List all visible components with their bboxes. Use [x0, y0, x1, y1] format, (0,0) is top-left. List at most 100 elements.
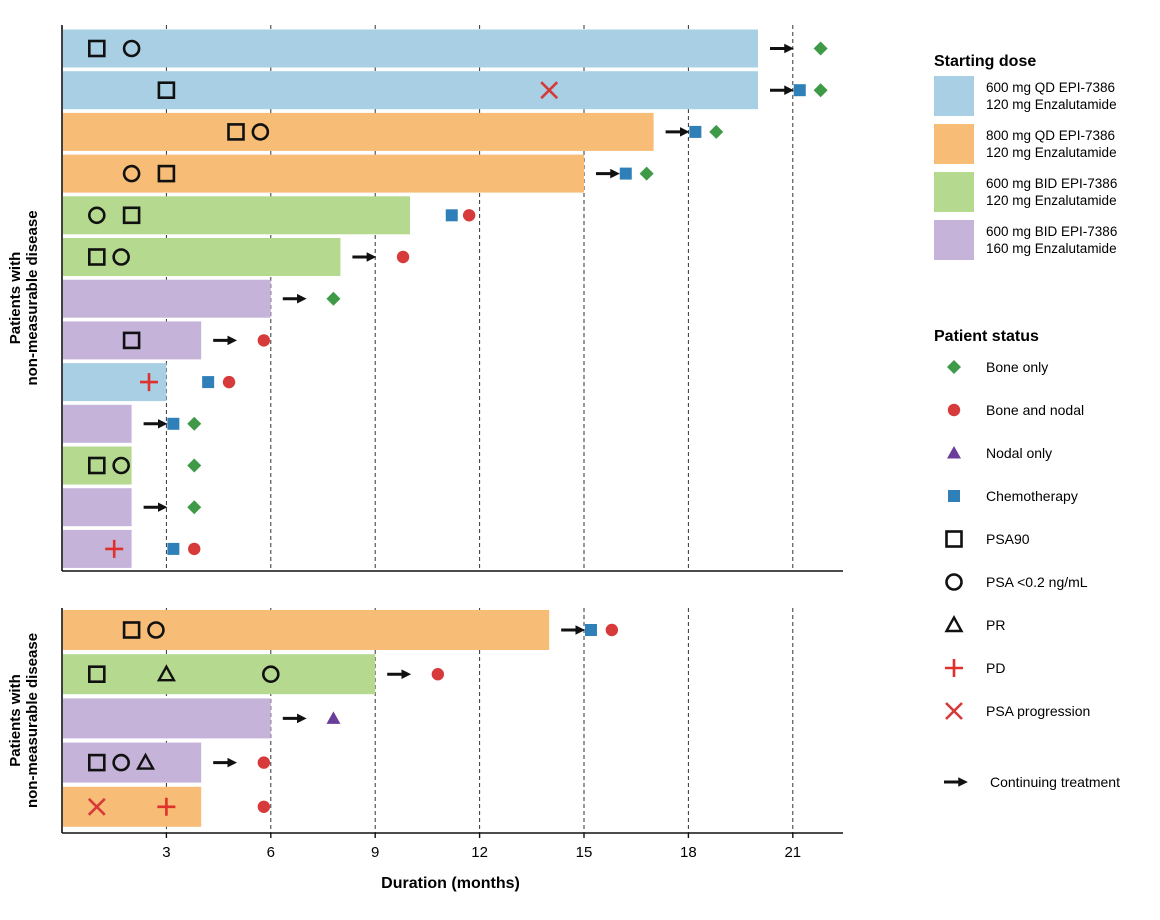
bone_nodal-marker: [431, 668, 445, 681]
duration-bar: [63, 29, 758, 68]
x-tick-label: 18: [680, 844, 697, 861]
bone_nodal-marker: [605, 623, 619, 637]
pd-marker: [157, 797, 176, 816]
chemo-marker: [167, 542, 180, 555]
psa02-circle: [112, 248, 130, 266]
pr-marker: [944, 615, 964, 633]
bone_only-marker: [813, 83, 828, 98]
nodal_only-marker: [326, 711, 341, 724]
chemo-marker: [948, 490, 960, 502]
psa90-marker: [88, 456, 106, 475]
nodal_only-marker: [947, 446, 961, 459]
psa-progression-x: [540, 81, 559, 100]
pr-triangle: [135, 752, 156, 770]
y-axis-label-line2: non-measurable disease: [24, 210, 41, 385]
legend-dose-line1: 600 mg BID EPI-7386: [986, 224, 1117, 239]
chemo-square: [445, 209, 458, 222]
legend-swatch: [934, 124, 974, 164]
bone_only-marker: [187, 458, 202, 473]
psa02-marker: [112, 248, 130, 266]
bone-nodal-dot: [188, 542, 201, 556]
pr-marker: [135, 752, 156, 770]
psa90-square: [88, 456, 106, 475]
psa90-square: [122, 621, 141, 639]
bone_only-marker: [947, 360, 961, 374]
patient-row: [63, 488, 202, 527]
psa02-circle: [945, 573, 963, 591]
psa02-circle: [112, 753, 130, 772]
legend-status-item: PSA progression: [945, 702, 1090, 720]
chemo-marker: [445, 209, 458, 222]
psa90-marker: [227, 123, 245, 141]
bone_nodal-marker: [257, 756, 271, 769]
legend-status-label: PR: [986, 617, 1005, 633]
x-tick-label: 3: [162, 844, 170, 861]
legend-swatch: [934, 76, 974, 116]
psa02-circle: [251, 123, 270, 141]
legend-status-title: Patient status: [934, 328, 1039, 345]
legend-dose-item: 600 mg QD EPI-7386 120 mg Enzalutamide: [934, 76, 1117, 116]
bone-nodal-dot: [257, 756, 271, 769]
duration-bar: [63, 279, 271, 318]
x-tick-label: 9: [371, 844, 379, 861]
legend: Starting dose 600 mg QD EPI-7386 120 mg En…: [934, 53, 1120, 790]
legend-status-label: Chemotherapy: [986, 488, 1078, 504]
psa90-square: [945, 530, 963, 548]
psa02-marker: [251, 123, 270, 141]
chemo-marker: [202, 376, 215, 389]
pr-marker: [156, 664, 176, 682]
duration-bar: [63, 654, 376, 695]
psa02-marker: [88, 206, 106, 225]
legend-status-label: PSA progression: [986, 703, 1090, 719]
patient-row: [63, 786, 271, 827]
x-tick-label: 15: [576, 844, 593, 861]
legend-status-label: PSA <0.2 ng/mL: [986, 574, 1088, 590]
chemo-marker: [689, 125, 702, 138]
legend-status-item: PSA90: [945, 530, 1030, 548]
legend-dose-line2: 160 mg Enzalutamide: [986, 241, 1117, 256]
legend-swatch: [934, 172, 974, 212]
patient-row: [63, 610, 619, 650]
legend-dose-line2: 120 mg Enzalutamide: [986, 193, 1117, 208]
bone-only-diamond: [326, 291, 341, 306]
patient-row: [63, 446, 202, 485]
chemo-square: [619, 167, 632, 180]
psa-progression-x: [87, 797, 106, 816]
pd-cross: [105, 539, 124, 558]
psa90-square: [88, 248, 106, 266]
psa90-marker: [88, 665, 106, 684]
legend-status-item: Bone and nodal: [947, 402, 1084, 418]
patient-row: [63, 154, 654, 193]
bone-nodal-dot: [257, 800, 271, 813]
patient-row: [63, 742, 271, 783]
y-axis-label-line2: non-measurable disease: [24, 633, 41, 808]
patient-row: [63, 404, 202, 443]
patient-row: [63, 654, 445, 695]
chemo-marker: [167, 417, 180, 430]
psa90-square: [88, 665, 106, 684]
duration-bar: [63, 321, 202, 360]
chemo-square: [167, 542, 180, 555]
psa90-marker: [157, 164, 176, 183]
patient-row: [63, 196, 476, 235]
duration-bar: [63, 112, 654, 151]
chemo-square: [689, 125, 702, 138]
x-tick-label: 12: [471, 844, 488, 861]
legend-status-item: PSA <0.2 ng/mL: [945, 573, 1088, 591]
bone-only-diamond: [187, 416, 202, 431]
bone_nodal-marker: [222, 375, 236, 389]
bone-only-diamond: [187, 458, 202, 473]
psa90-square: [88, 39, 106, 58]
psa02-circle: [122, 39, 141, 58]
x-axis-ticks: 3 6 9 12 15 18 21: [162, 833, 801, 861]
legend-dose-line1: 800 mg QD EPI-7386: [986, 128, 1115, 143]
pd-cross: [140, 373, 158, 392]
duration-bar: [63, 742, 202, 783]
duration-bar: [63, 786, 202, 827]
chemo-square: [167, 417, 180, 430]
bone_nodal-marker: [257, 334, 271, 347]
psa90-marker: [88, 248, 106, 266]
psa90-square: [157, 164, 176, 183]
patient-row: [63, 321, 271, 360]
